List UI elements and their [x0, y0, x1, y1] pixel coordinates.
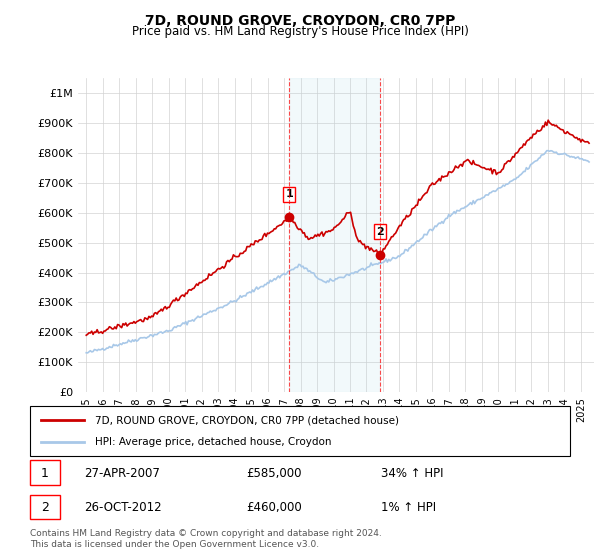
FancyBboxPatch shape [30, 460, 60, 485]
Text: 34% ↑ HPI: 34% ↑ HPI [381, 467, 443, 480]
Text: 2: 2 [41, 501, 49, 514]
Text: 2: 2 [376, 227, 384, 237]
Text: £460,000: £460,000 [246, 501, 302, 514]
Text: 26-OCT-2012: 26-OCT-2012 [84, 501, 161, 514]
FancyBboxPatch shape [30, 494, 60, 519]
Text: Contains HM Land Registry data © Crown copyright and database right 2024.
This d: Contains HM Land Registry data © Crown c… [30, 529, 382, 549]
Text: 1: 1 [41, 467, 49, 480]
Text: Price paid vs. HM Land Registry's House Price Index (HPI): Price paid vs. HM Land Registry's House … [131, 25, 469, 38]
Text: £585,000: £585,000 [246, 467, 302, 480]
Bar [289, 78, 380, 392]
FancyBboxPatch shape [30, 406, 570, 456]
Text: 1% ↑ HPI: 1% ↑ HPI [381, 501, 436, 514]
Text: 7D, ROUND GROVE, CROYDON, CR0 7PP: 7D, ROUND GROVE, CROYDON, CR0 7PP [145, 14, 455, 28]
Text: 27-APR-2007: 27-APR-2007 [84, 467, 160, 480]
Text: HPI: Average price, detached house, Croydon: HPI: Average price, detached house, Croy… [95, 437, 331, 447]
Text: 7D, ROUND GROVE, CROYDON, CR0 7PP (detached house): 7D, ROUND GROVE, CROYDON, CR0 7PP (detac… [95, 415, 399, 425]
Text: 1: 1 [286, 189, 293, 199]
